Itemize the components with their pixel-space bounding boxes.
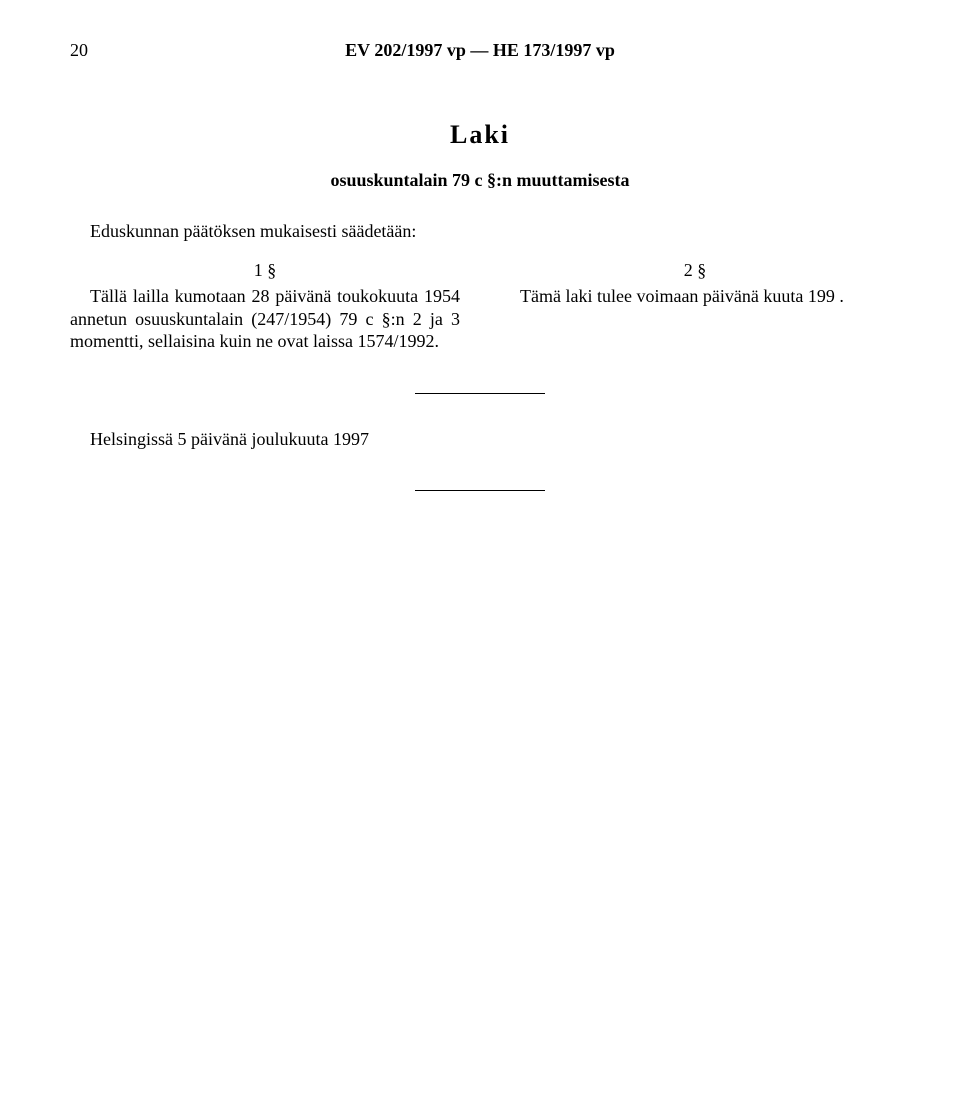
helsinki-date-line: Helsingissä 5 päivänä joulukuuta 1997 bbox=[70, 429, 890, 450]
divider-lower-wrap bbox=[70, 490, 890, 491]
header-reference: EV 202/1997 vp — HE 173/1997 vp bbox=[345, 40, 615, 61]
section-2-number: 2 § bbox=[500, 260, 890, 281]
section-1-number: 1 § bbox=[70, 260, 460, 281]
left-column: 1 § Tällä lailla kumotaan 28 päivänä tou… bbox=[70, 260, 460, 353]
law-subtitle: osuuskuntalain 79 c §:n muuttamisesta bbox=[70, 170, 890, 191]
divider-line bbox=[415, 393, 545, 394]
section-2-text: Tämä laki tulee voimaan päivänä kuuta 19… bbox=[500, 285, 890, 308]
two-column-sections: 1 § Tällä lailla kumotaan 28 päivänä tou… bbox=[70, 260, 890, 353]
divider-upper-wrap bbox=[70, 393, 890, 394]
law-title: Laki bbox=[70, 120, 890, 150]
page-number: 20 bbox=[70, 40, 88, 61]
divider-line bbox=[415, 490, 545, 491]
section-1-text: Tällä lailla kumotaan 28 päivänä toukoku… bbox=[70, 285, 460, 353]
right-column: 2 § Tämä laki tulee voimaan päivänä kuut… bbox=[500, 260, 890, 353]
enactment-clause: Eduskunnan päätöksen mukaisesti säädetää… bbox=[70, 221, 890, 242]
